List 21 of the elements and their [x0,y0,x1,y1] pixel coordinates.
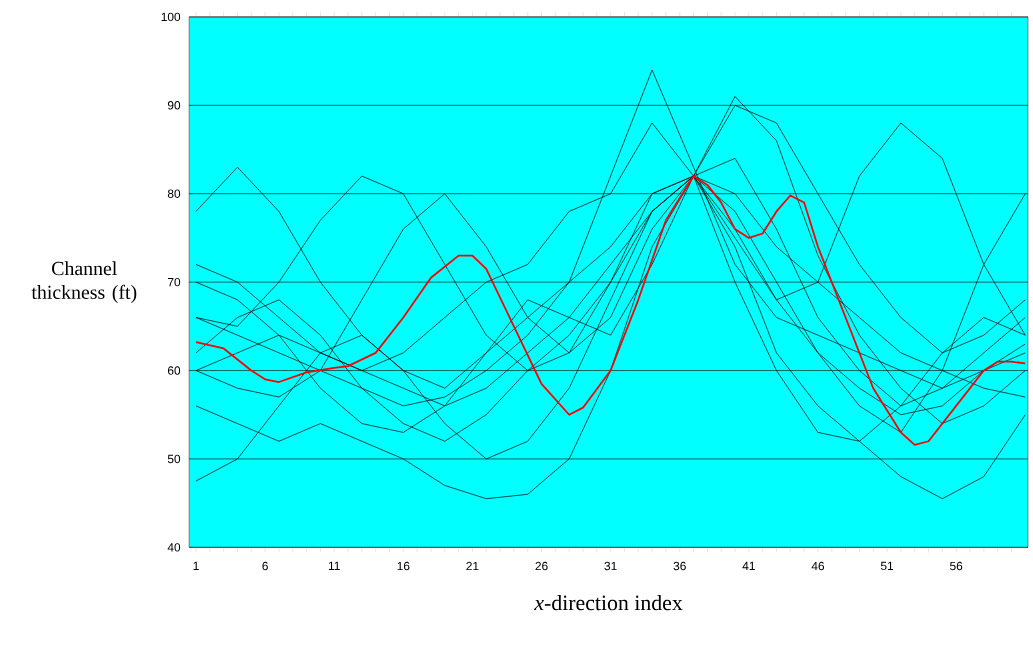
x-tick-label: 21 [466,561,479,571]
x-tick-label: 46 [811,561,825,571]
x-tick-label: 11 [328,561,340,571]
x-tick-label: 51 [880,561,894,571]
x-tick-label: 36 [673,561,686,571]
y-tick-label: 50 [167,454,181,464]
x-tick-label: 6 [262,561,268,571]
x-tick-label: 26 [535,561,548,571]
x-tick-label: 1 [193,561,199,571]
x-tick-label: 31 [604,561,617,571]
y-tick-label: 40 [167,543,181,552]
y-tick-label: 70 [167,278,181,287]
y-tick-label: 80 [167,189,181,198]
y-tick-label: 60 [167,366,181,375]
x-tick-label: 41 [742,561,755,571]
x-axis-title: x-direction index [534,595,683,611]
x-tick-label: 56 [950,561,963,571]
x-tick-label: 16 [397,561,410,571]
y-tick-label: 100 [161,12,181,22]
y-tick-label: 90 [167,101,181,110]
y-axis-title: Channel thickness (ft) [31,261,137,304]
